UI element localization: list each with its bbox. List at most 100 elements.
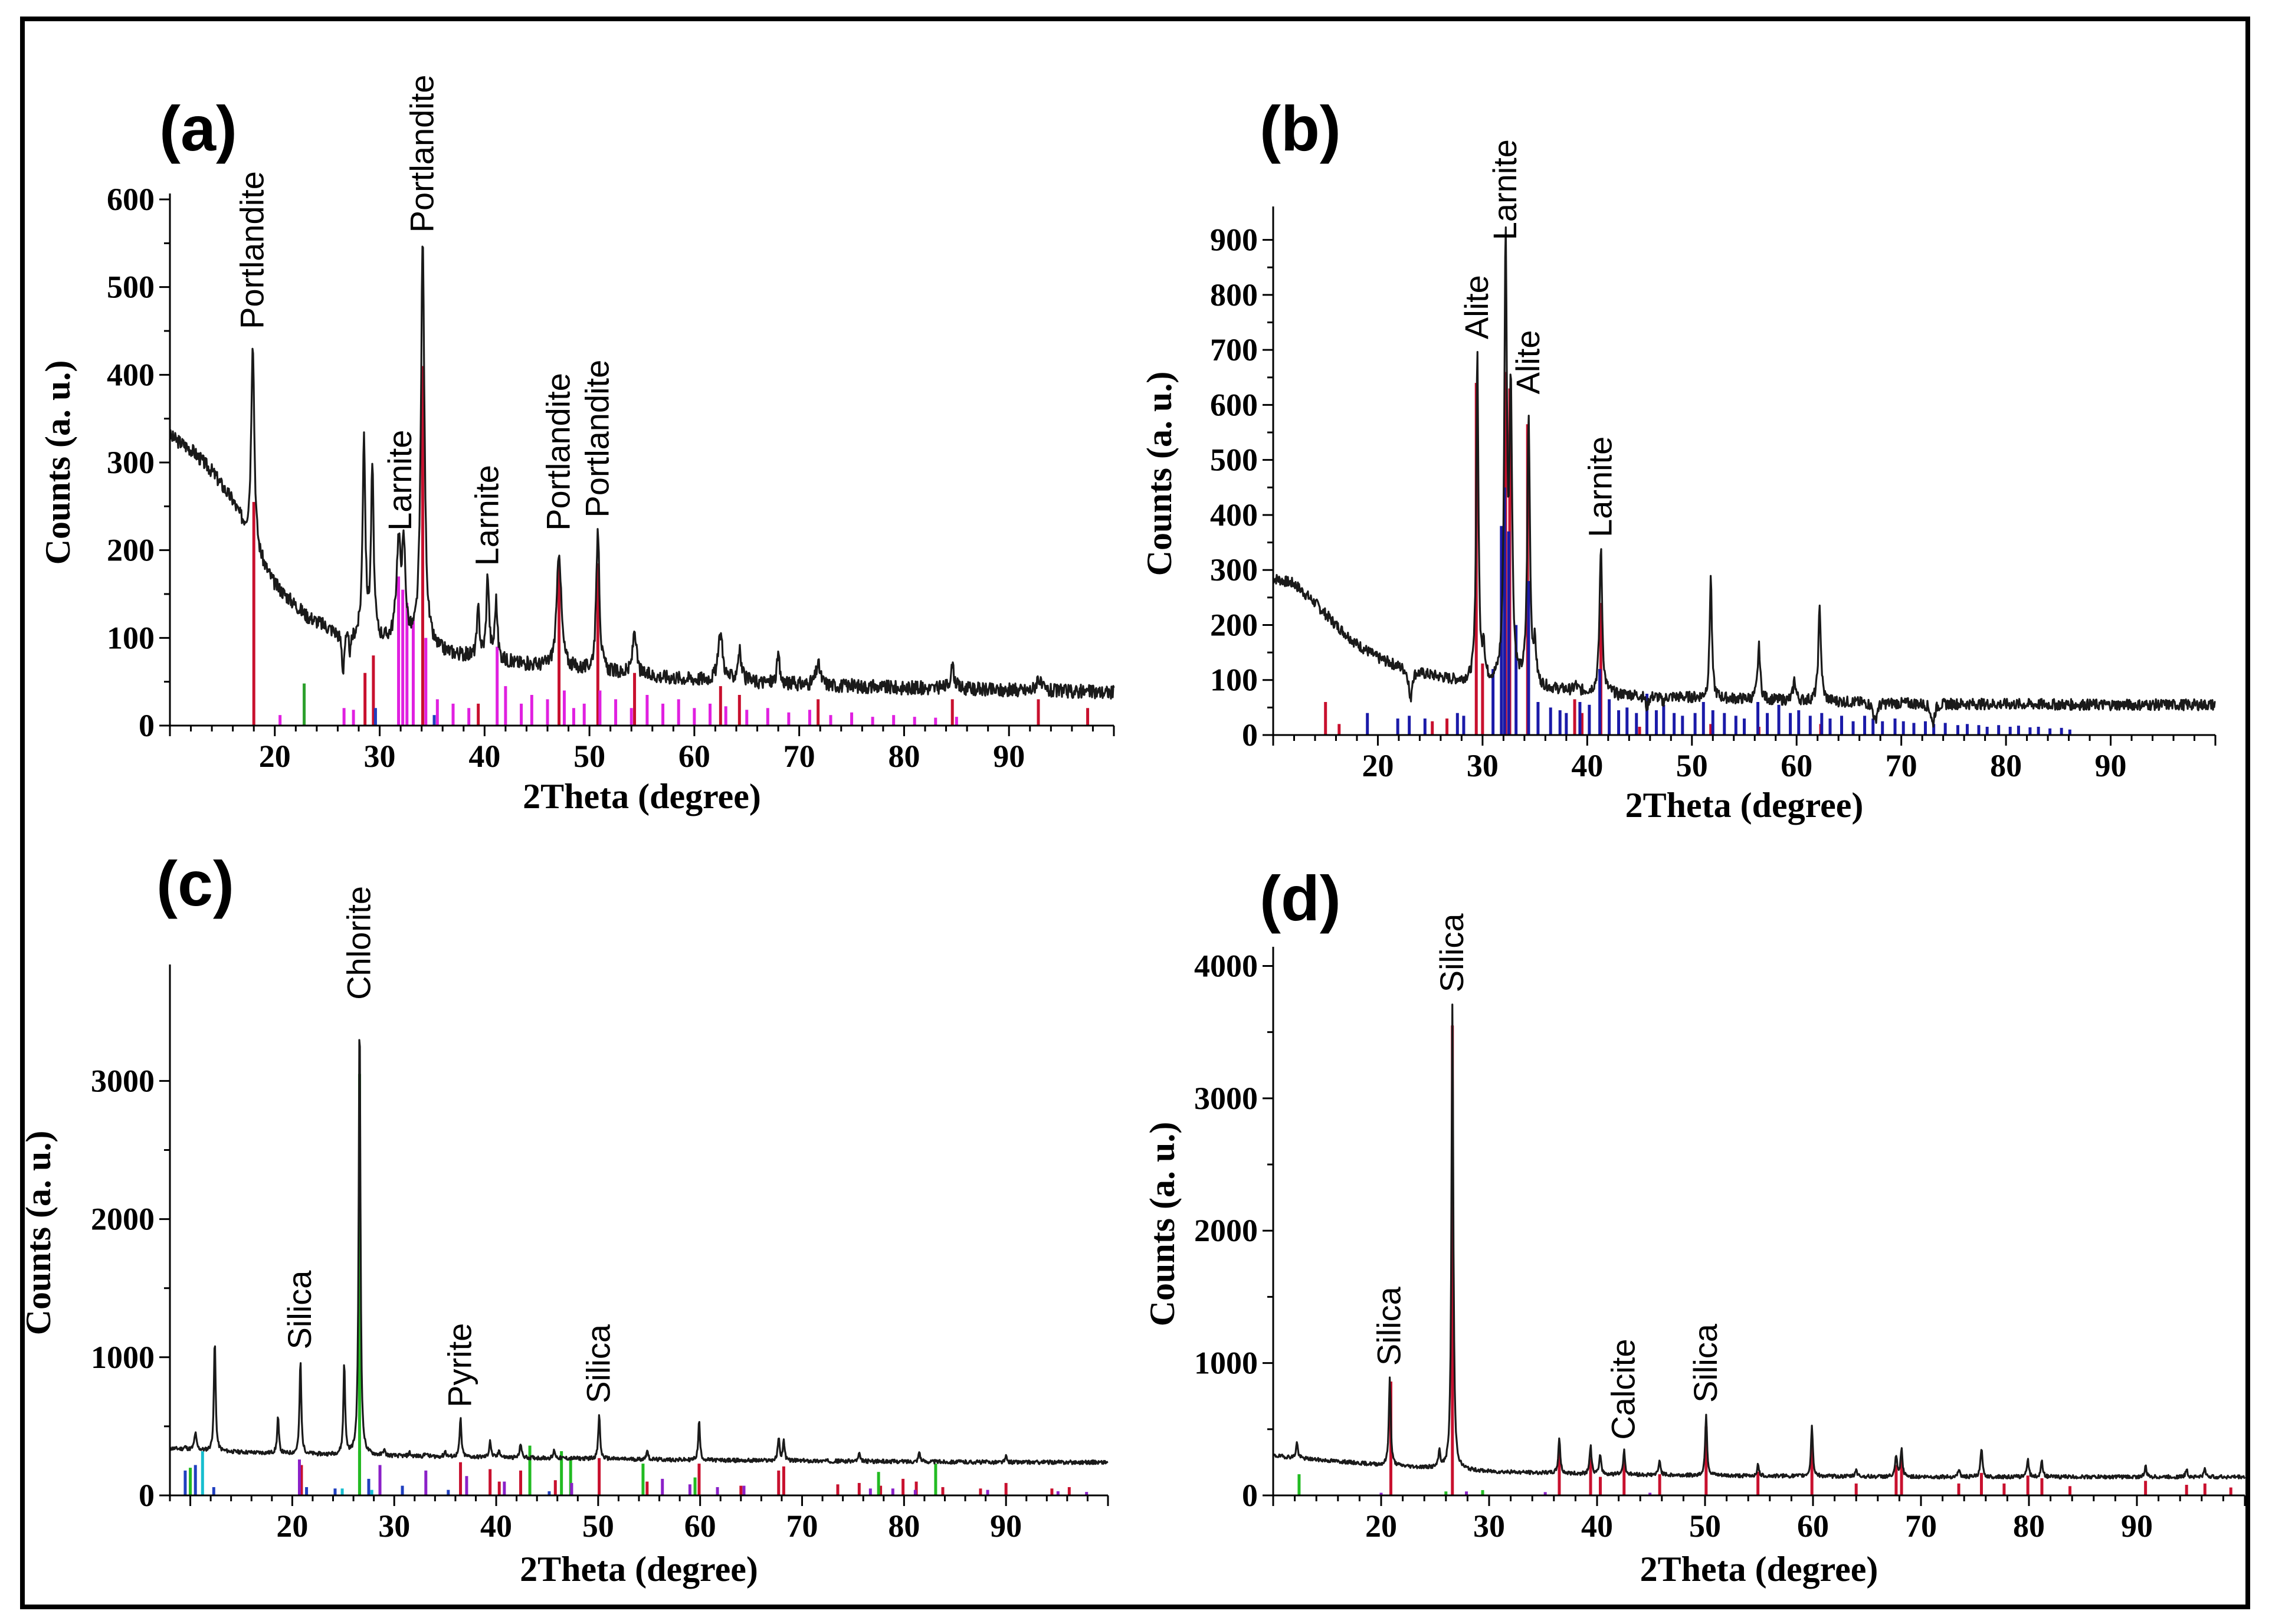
x-tick-label: 60 [1797, 1508, 1829, 1544]
peak-annotation: Chlorite [340, 886, 377, 1000]
x-tick-label: 60 [1781, 748, 1812, 783]
peak-annotation: Portlandite [233, 171, 270, 329]
peak-annotation: Larnite [468, 465, 506, 566]
y-tick-label: 100 [1210, 662, 1258, 698]
y-tick-label: 0 [139, 708, 155, 743]
panel-b: 0 100 200 300 400 500 600 700 800 900 20 30 40 50 60 70… [1140, 93, 2217, 825]
reference-alite [1324, 372, 1822, 735]
y-tick-label: 900 [1210, 222, 1258, 258]
panel-label: (b) [1260, 93, 1341, 164]
peak-annotation: Alite [1458, 275, 1495, 339]
x-tick-label: 20 [1362, 748, 1394, 783]
x-tick-label: 20 [276, 1508, 308, 1544]
peak-annotation: Pyrite [441, 1323, 478, 1408]
y-tick-label: 2000 [1194, 1213, 1258, 1248]
x-tick-label: 50 [1689, 1508, 1721, 1544]
peak-annotation: Alite [1509, 330, 1546, 394]
x-axis-title: 2Theta (degree) [520, 1550, 758, 1589]
reference-larnite [1366, 487, 2071, 735]
x-tick-label: 30 [1467, 748, 1499, 783]
y-tick-label: 1000 [1194, 1346, 1258, 1381]
y-tick-label: 500 [107, 270, 155, 305]
x-tick-label: 70 [1905, 1508, 1937, 1544]
panel-a: 0 100 200 300 400 500 600 20 30 40 50 60 70 80 90 2Thet… [38, 75, 1115, 816]
y-tick-label: 1000 [91, 1340, 155, 1375]
x-tick-label: 90 [993, 739, 1025, 774]
y-tick-label: 800 [1210, 277, 1258, 313]
peak-annotation: Portlandite [578, 360, 615, 518]
y-axis-title: Counts (a. u.) [1140, 372, 1179, 576]
reference-silica [300, 1451, 1071, 1495]
x-tick-label: 70 [786, 1508, 818, 1544]
x-tick-label: 30 [378, 1508, 410, 1544]
y-tick-label: 700 [1210, 332, 1258, 368]
x-tick-label: 80 [1990, 748, 2022, 783]
y-tick-label: 3000 [1194, 1081, 1258, 1116]
peak-annotation: Silica [1433, 913, 1470, 993]
peak-annotation: Portlandite [403, 75, 440, 233]
y-tick-label: 500 [1210, 442, 1258, 478]
y-tick-label: 400 [1210, 497, 1258, 533]
x-tick-label: 50 [1676, 748, 1708, 783]
y-tick-label: 0 [139, 1478, 155, 1513]
x-axis-title: 2Theta (degree) [1640, 1550, 1878, 1589]
x-tick-label: 30 [364, 739, 396, 774]
reference-larnite [278, 576, 958, 726]
y-tick-label: 4000 [1194, 948, 1258, 983]
y-tick-label: 300 [107, 445, 155, 480]
reference-silica [1389, 1025, 2232, 1495]
peak-annotation: Larnite [1581, 437, 1618, 537]
x-tick-label: 30 [1473, 1508, 1505, 1544]
x-tick-label: 80 [888, 739, 920, 774]
x-tick-label: 70 [783, 739, 815, 774]
x-tick-label: 40 [1581, 1508, 1613, 1544]
y-tick-label: 0 [1242, 1478, 1258, 1513]
x-tick-label: 40 [468, 739, 500, 774]
x-tick-label: 60 [684, 1508, 716, 1544]
panel-d: 0 1000 2000 3000 4000 20 30 40 50 60 70 80 90 2Theta … [1143, 862, 2246, 1589]
y-tick-label: 200 [107, 533, 155, 568]
peak-annotation: Silica [281, 1270, 318, 1350]
peak-annotation: Larnite [381, 430, 418, 531]
y-axis-title: Counts (a. u.) [19, 1131, 58, 1336]
y-tick-label: 3000 [91, 1063, 155, 1098]
x-tick-label: 20 [1365, 1508, 1397, 1544]
reference-other [183, 1465, 551, 1495]
x-tick-label: 90 [2121, 1508, 2153, 1544]
x-tick-label: 80 [2013, 1508, 2045, 1544]
y-axis-title: Counts (a. u.) [38, 360, 77, 565]
y-tick-label: 600 [1210, 387, 1258, 422]
y-axis-title: Counts (a. u.) [1143, 1122, 1182, 1327]
x-tick-label: 20 [259, 739, 291, 774]
panel-label: (a) [159, 93, 237, 164]
reference-minor [201, 1451, 373, 1495]
peak-annotation: Silica [580, 1324, 617, 1403]
diffraction-pattern [169, 1039, 1109, 1465]
y-tick-label: 200 [1210, 607, 1258, 642]
x-tick-label: 40 [1571, 748, 1603, 783]
peak-annotation: Silica [1371, 1286, 1408, 1366]
diffraction-pattern [1273, 1003, 2246, 1480]
figure-frame [20, 17, 2250, 1609]
y-tick-label: 2000 [91, 1202, 155, 1237]
peak-annotation: Larnite [1486, 139, 1523, 240]
x-axis-title: 2Theta (degree) [523, 777, 761, 816]
x-tick-label: 70 [1886, 748, 1917, 783]
diffraction-pattern [169, 245, 1115, 700]
x-tick-label: 50 [582, 1508, 614, 1544]
x-tick-label: 40 [480, 1508, 512, 1544]
x-axis-title: 2Theta (degree) [1625, 786, 1864, 825]
panel-label: (d) [1260, 862, 1341, 934]
y-tick-label: 400 [107, 357, 155, 392]
peak-annotation: Portlandite [540, 373, 577, 531]
y-tick-label: 600 [107, 182, 155, 217]
y-tick-label: 100 [107, 620, 155, 655]
peak-annotation: Calcite [1605, 1339, 1642, 1440]
y-tick-label: 300 [1210, 552, 1258, 588]
peak-annotation: Silica [1687, 1323, 1724, 1403]
y-tick-label: 0 [1242, 717, 1258, 753]
reference-portlandite [252, 366, 1090, 726]
reference-pyrite [297, 1459, 1089, 1495]
x-tick-label: 50 [573, 739, 605, 774]
